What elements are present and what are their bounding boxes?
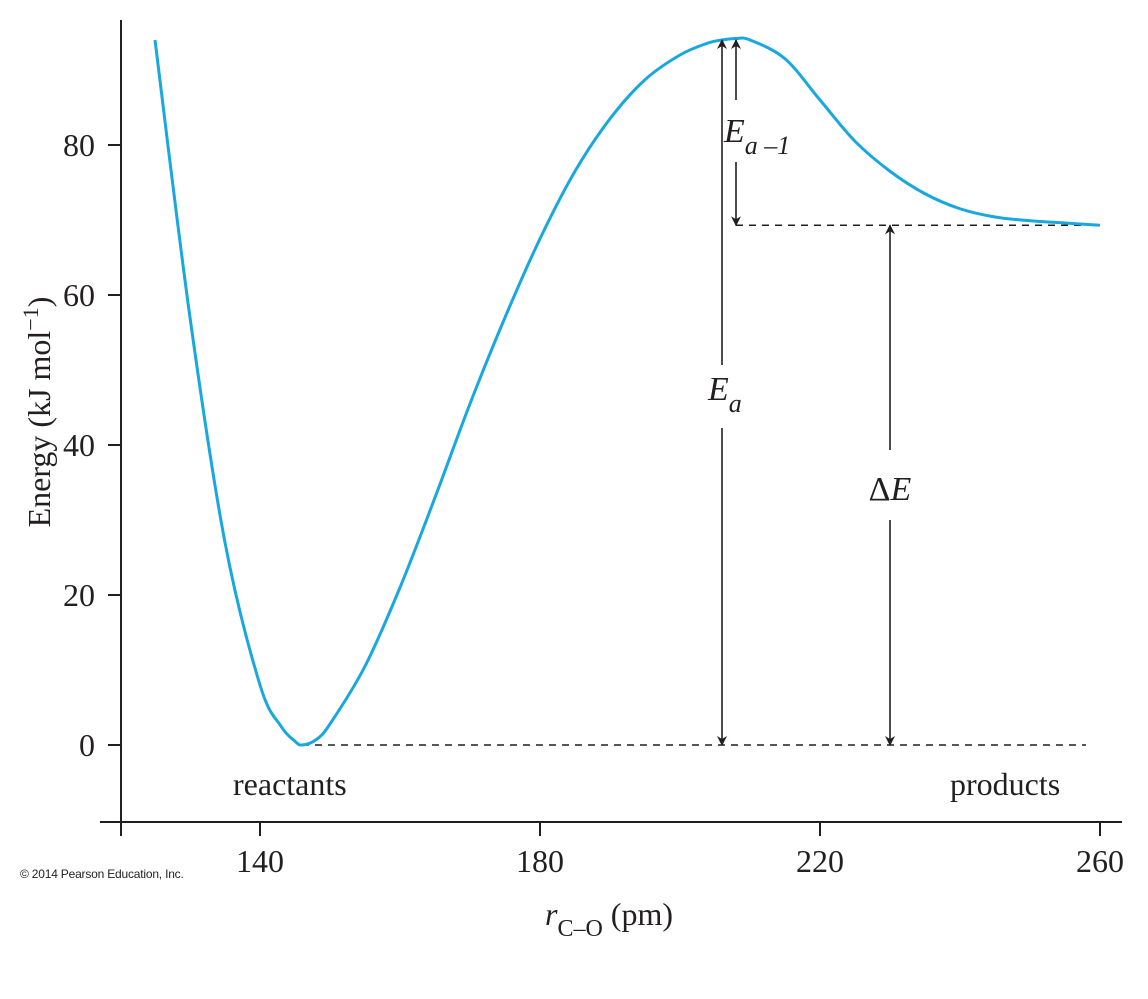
x-axis-title: rC–O (pm) xyxy=(545,896,673,942)
x-axis-subscript: C–O xyxy=(557,916,602,942)
y-axis-close: ) xyxy=(21,297,57,308)
y-tick-label: 60 xyxy=(63,277,95,313)
products-label: products xyxy=(950,766,1060,802)
ea-reverse-label: Ea –1 xyxy=(723,113,790,160)
x-tick-label: 180 xyxy=(516,843,564,879)
y-axis-superscript: −1 xyxy=(18,307,43,330)
y-tick-label: 80 xyxy=(63,127,95,163)
y-tick-label: 20 xyxy=(63,577,95,613)
x-tick-label: 260 xyxy=(1076,843,1124,879)
y-tick-label: 0 xyxy=(79,727,95,763)
delta-e-label: ΔE xyxy=(869,471,912,508)
copyright-notice: © 2014 Pearson Education, Inc. xyxy=(20,867,184,881)
x-axis-unit: (pm) xyxy=(611,896,673,932)
annotations: Ea Ea –1 ΔE xyxy=(707,39,912,746)
reactants-label: reactants xyxy=(233,766,347,802)
x-tick-label: 140 xyxy=(236,843,284,879)
curve-layer xyxy=(153,36,1101,747)
ea-label: Ea xyxy=(707,371,742,418)
axes: 0 20 40 60 80 140 180 220 260 xyxy=(63,20,1124,879)
y-tick-label: 40 xyxy=(63,427,95,463)
energy-curve xyxy=(153,36,1101,747)
y-axis-text: Energy (kJ mol xyxy=(21,331,57,528)
x-tick-label: 220 xyxy=(796,843,844,879)
x-axis-variable: r xyxy=(545,896,558,932)
reference-lines xyxy=(302,224,1100,746)
y-axis-title: Energy (kJ mol−1) xyxy=(18,297,57,528)
